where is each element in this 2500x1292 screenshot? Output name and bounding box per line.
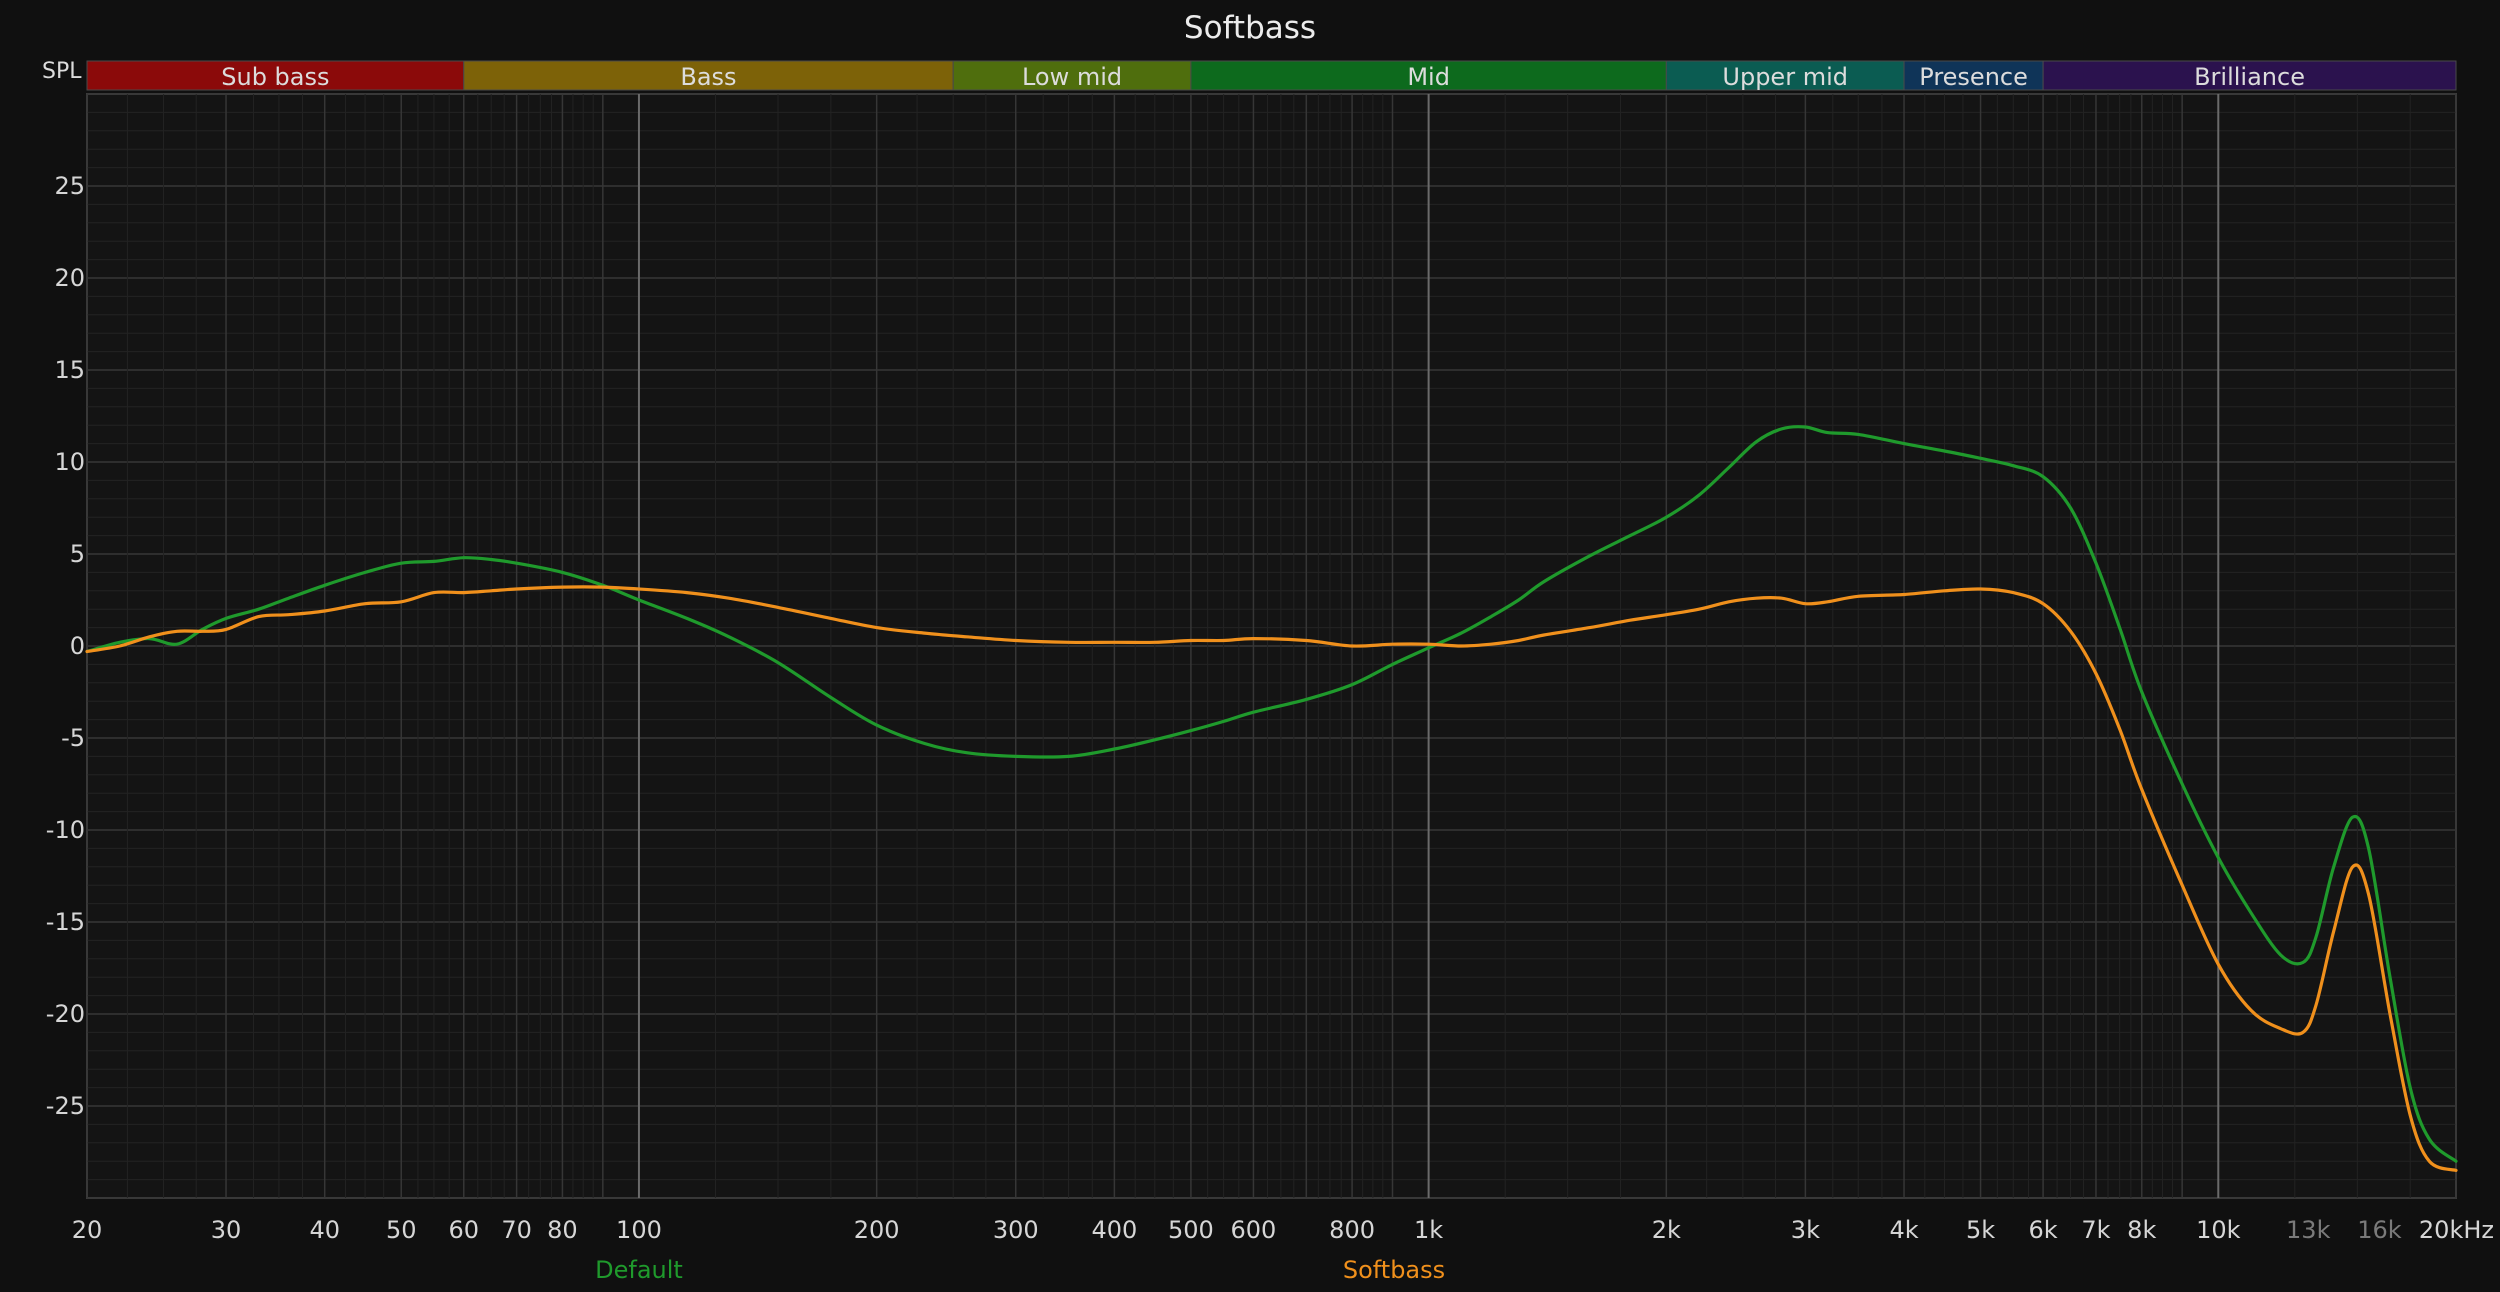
- y-tick-25: 25: [54, 172, 85, 200]
- legend: Default Softbass: [595, 1256, 1445, 1284]
- band-label-3: Mid: [1407, 63, 1450, 91]
- band-label-2: Low mid: [1022, 63, 1122, 91]
- x-tick-1000: 1k: [1414, 1216, 1443, 1244]
- x-tick-100: 100: [616, 1216, 662, 1244]
- x-tick-4000: 4k: [1889, 1216, 1918, 1244]
- legend-item-default: Default: [595, 1256, 683, 1284]
- y-tick--20: -20: [46, 1000, 85, 1028]
- series-line-softbass: [85, 585, 2458, 1172]
- x-tick-3000: 3k: [1791, 1216, 1820, 1244]
- x-tick-5000: 5k: [1966, 1216, 1995, 1244]
- x-tick-10000: 10k: [2196, 1216, 2241, 1244]
- series-line-default: [85, 425, 2458, 1163]
- x-tick-16000: 16k: [2357, 1216, 2402, 1244]
- y-tick-labels: 25 20 15 10 5 0 -5 -10 -15 -20 -25: [46, 172, 85, 1120]
- y-tick--15: -15: [46, 908, 85, 936]
- band-label-4: Upper mid: [1722, 63, 1848, 91]
- x-tick-20: 20: [72, 1216, 103, 1244]
- y-tick-20: 20: [54, 264, 85, 292]
- y-tick-0: 0: [70, 632, 85, 660]
- x-tick-70: 70: [501, 1216, 532, 1244]
- x-tick-13000: 13k: [2286, 1216, 2331, 1244]
- x-tick-7000: 7k: [2081, 1216, 2110, 1244]
- band-4: [1665, 60, 1905, 91]
- x-tick-30: 30: [211, 1216, 242, 1244]
- x-tick-600: 600: [1231, 1216, 1277, 1244]
- legend-item-softbass: Softbass: [1343, 1256, 1445, 1284]
- x-tick-60: 60: [448, 1216, 479, 1244]
- y-tick--5: -5: [61, 724, 85, 752]
- y-axis-label: SPL: [42, 59, 82, 84]
- band-label-6: Brilliance: [2194, 63, 2305, 91]
- x-tick-2000: 2k: [1652, 1216, 1681, 1244]
- band-6: [2042, 60, 2457, 91]
- grid: [86, 93, 2457, 1199]
- y-tick-10: 10: [54, 448, 85, 476]
- x-tick-8000: 8k: [2127, 1216, 2156, 1244]
- x-tick-400: 400: [1091, 1216, 1137, 1244]
- x-tick-200: 200: [854, 1216, 900, 1244]
- x-tick-40: 40: [309, 1216, 340, 1244]
- chart-title: Softbass: [1184, 10, 1316, 46]
- x-tick-500: 500: [1168, 1216, 1214, 1244]
- x-tick-6000: 6k: [2029, 1216, 2058, 1244]
- band-0: [86, 60, 465, 91]
- x-tick-labels: 20 30 40 50 60 70 80 100 200 300 400 500 600 800 1k 2k 3…: [72, 1216, 2494, 1244]
- band-label-5: Presence: [1919, 63, 2028, 91]
- x-tick-800: 800: [1329, 1216, 1375, 1244]
- frequency-bands: Sub bass Bass Low mid Mid Upper mid Presence B…: [86, 60, 2457, 91]
- x-tick-50: 50: [386, 1216, 417, 1244]
- band-2: [952, 60, 1192, 91]
- x-tick-80: 80: [547, 1216, 578, 1244]
- y-tick--25: -25: [46, 1092, 85, 1120]
- band-5: [1903, 60, 2044, 91]
- band-1: [463, 60, 954, 91]
- y-tick-15: 15: [54, 356, 85, 384]
- series-lines: [85, 425, 2458, 1172]
- band-label-0: Sub bass: [221, 63, 329, 91]
- x-tick-300: 300: [993, 1216, 1039, 1244]
- y-tick--10: -10: [46, 816, 85, 844]
- band-label-1: Bass: [680, 63, 736, 91]
- y-tick-5: 5: [70, 540, 85, 568]
- x-tick-20000: 20kHz: [2419, 1216, 2494, 1244]
